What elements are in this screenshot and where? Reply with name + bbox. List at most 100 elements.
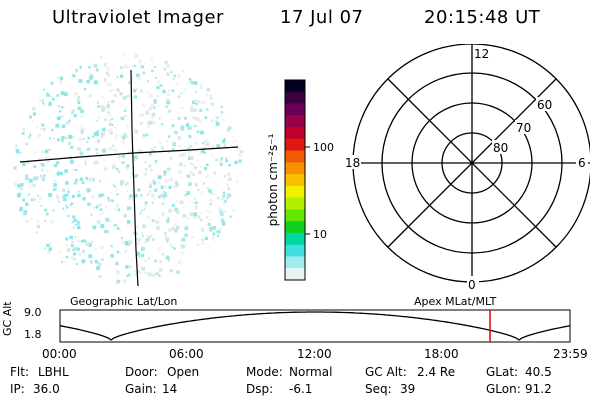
- geo-emission-dot: [137, 149, 142, 153]
- geo-emission-dot: [86, 271, 89, 274]
- geo-emission-dot: [113, 207, 116, 211]
- geo-emission-dot: [29, 115, 32, 119]
- geo-emission-dot: [100, 132, 103, 135]
- geo-emission-dot: [53, 183, 57, 187]
- geo-emission-dot: [211, 154, 214, 157]
- geo-emission-dot: [141, 113, 144, 117]
- geo-emission-dot: [217, 115, 221, 119]
- geo-emission-dot: [156, 220, 161, 225]
- geo-emission-dot: [88, 254, 93, 259]
- geo-emission-dot: [134, 175, 138, 178]
- geo-emission-dot: [154, 188, 158, 192]
- geo-emission-dot: [151, 238, 155, 241]
- geo-emission-dot: [77, 95, 80, 98]
- geo-emission-dot: [97, 105, 100, 108]
- geo-emission-dot: [168, 243, 172, 247]
- geo-emission-dot: [103, 159, 106, 162]
- geo-emission-dot: [166, 240, 169, 243]
- geo-emission-dot: [79, 177, 83, 181]
- dsp-value: -6.1: [289, 382, 313, 396]
- geo-emission-dot: [99, 220, 102, 223]
- colorbar-swatches: [285, 80, 305, 281]
- geo-emission-dot: [95, 148, 98, 151]
- mlt-label-0: 0: [468, 278, 476, 292]
- geo-emission-dot: [139, 149, 143, 154]
- geo-emission-dot: [233, 140, 235, 143]
- geo-emission-dot: [141, 254, 145, 257]
- geo-emission-dot: [149, 234, 153, 238]
- geo-emission-dot: [168, 128, 171, 131]
- geo-emission-dot: [155, 271, 159, 276]
- geo-emission-dot: [170, 142, 174, 145]
- geo-emission-dot: [96, 139, 101, 143]
- geo-emission-dot: [158, 268, 163, 272]
- geo-emission-dot: [203, 166, 208, 171]
- geo-emission-dot: [157, 175, 162, 180]
- geo-emission-dot: [216, 196, 220, 200]
- geo-emission-dot: [99, 208, 103, 211]
- geo-emission-dot: [221, 222, 226, 226]
- geo-emission-dot: [219, 163, 223, 167]
- geo-emission-dot: [136, 73, 140, 78]
- geo-emission-dot: [25, 174, 28, 177]
- geo-emission-dot: [201, 238, 204, 242]
- geo-emission-dot: [157, 180, 161, 185]
- geo-emission-dot: [89, 177, 94, 182]
- geo-emission-dot: [91, 195, 95, 199]
- geo-emission-dot: [43, 88, 46, 91]
- geo-emission-dot: [88, 75, 93, 80]
- geo-emission-dot: [215, 120, 218, 122]
- geo-emission-dot: [66, 193, 69, 197]
- geo-emission-dot: [112, 184, 115, 187]
- geo-emission-dot: [205, 108, 209, 111]
- geo-emission-dot: [218, 208, 222, 212]
- geo-emission-dot: [109, 220, 112, 223]
- geo-emission-dot: [153, 99, 157, 103]
- geo-emission-dot: [193, 215, 197, 219]
- geo-emission-dot: [96, 101, 99, 104]
- geo-emission-dot: [151, 112, 156, 117]
- geo-emission-dot: [82, 197, 86, 201]
- geo-emission-dot: [67, 187, 70, 190]
- geo-emission-dot: [126, 190, 129, 192]
- geo-emission-dot: [56, 172, 61, 176]
- geo-emission-dot: [162, 89, 166, 94]
- geo-emission-dot: [210, 191, 213, 195]
- geo-emission-dot: [133, 95, 137, 99]
- geo-emission-dot: [161, 228, 164, 231]
- colorbar-unit-label: photon cm⁻²s⁻¹: [266, 133, 280, 226]
- geo-emission-dot: [22, 162, 26, 167]
- geo-emission-dot: [78, 253, 82, 256]
- geo-emission-dot: [219, 228, 222, 230]
- geo-emission-dot: [81, 249, 86, 254]
- glat-label: GLat:: [486, 365, 519, 379]
- geo-emission-dot: [41, 123, 45, 127]
- geo-emission-dot: [116, 193, 119, 196]
- geo-emission-dot: [104, 206, 108, 210]
- geo-emission-dot: [52, 209, 55, 212]
- geo-emission-dot: [168, 259, 170, 262]
- geo-emission-dot: [114, 126, 117, 129]
- geo-emission-dot: [29, 131, 33, 136]
- geo-emission-dot: [159, 260, 162, 263]
- geo-emission-dot: [20, 152, 22, 154]
- geo-emission-dot: [133, 273, 138, 277]
- geo-emission-dot: [187, 82, 190, 84]
- geo-emission-dot: [25, 142, 28, 146]
- geo-emission-dot: [114, 135, 118, 139]
- geo-emission-dot: [190, 108, 195, 113]
- geo-emission-dot: [189, 145, 192, 148]
- geo-emission-dot: [48, 242, 52, 245]
- geo-emission-dot: [147, 257, 151, 260]
- geo-emission-dot: [80, 109, 84, 114]
- geo-emission-dot: [67, 141, 72, 146]
- geo-emission-dot: [106, 104, 110, 108]
- geo-emission-dot: [126, 224, 129, 228]
- geo-emission-dot: [133, 89, 137, 93]
- geo-emission-dot: [154, 160, 158, 163]
- geo-emission-dot: [166, 64, 170, 68]
- geo-emission-dot: [124, 240, 129, 245]
- geo-emission-dot: [121, 154, 125, 158]
- geo-emission-dot: [195, 99, 199, 103]
